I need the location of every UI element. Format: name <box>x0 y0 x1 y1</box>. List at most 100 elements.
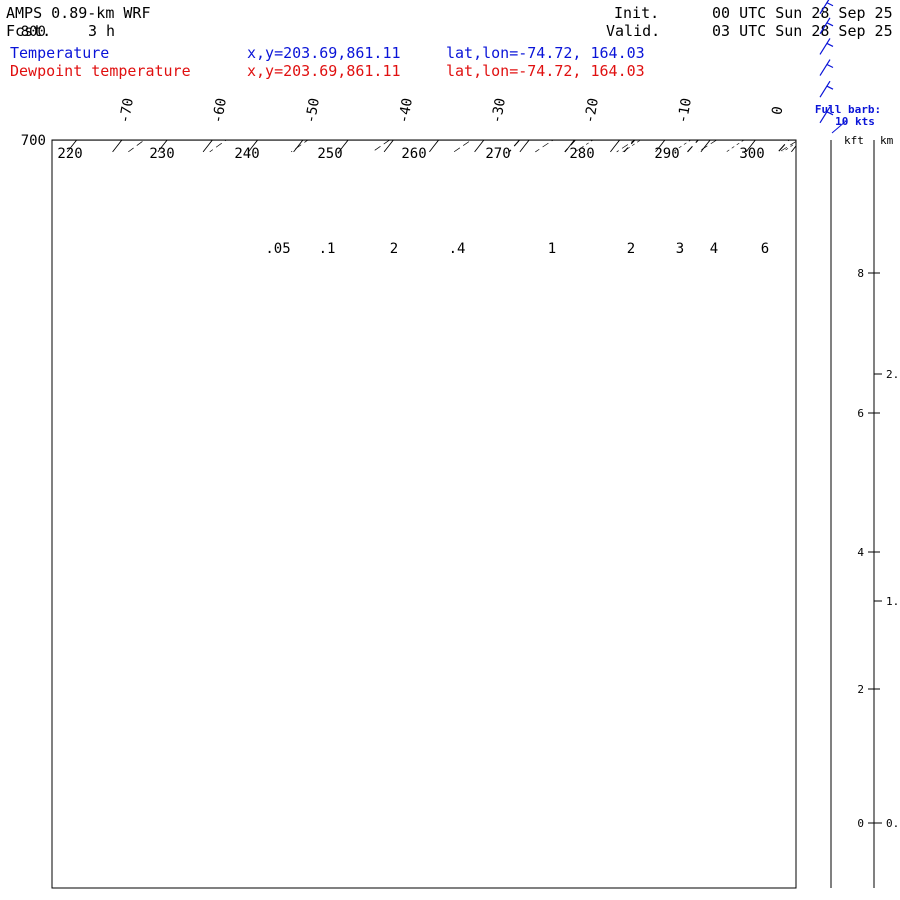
wind-barb-half <box>826 63 834 69</box>
dry-adiabat-line <box>128 140 145 153</box>
isotherm-line <box>248 140 259 153</box>
km-tick-label: 2. <box>886 368 899 381</box>
plot-frame <box>51 139 797 889</box>
wind-barb <box>819 17 831 35</box>
legend-temperature-latlon: lat,lon=-74.72, 164.03 <box>446 44 645 62</box>
mixing-ratio-label: 1 <box>548 241 556 257</box>
isotherm-line <box>882 0 900 152</box>
mixing-ratio-line <box>623 140 636 153</box>
isotherm-line <box>655 140 666 153</box>
dry-adiabat-line <box>861 0 900 152</box>
mixing-ratio-line <box>853 0 900 152</box>
isotherm-line <box>429 140 440 153</box>
header: AMPS 0.89-km WRF Fcst. 3 h Init. 00 UTC … <box>0 0 900 80</box>
init-value: 00 UTC Sun 28 Sep 25 <box>712 4 893 22</box>
moist-adiabat-line <box>574 140 594 153</box>
isotherm-line <box>700 140 711 153</box>
temperature-tick-label: -60 <box>210 97 230 125</box>
mixing-ratio-label: 2 <box>627 241 635 257</box>
wind-barb-half <box>826 85 834 90</box>
dry-adiabat-line <box>779 141 796 153</box>
theta-label: 280 <box>569 146 594 162</box>
theta-label: 240 <box>234 146 259 162</box>
wind-barb <box>819 106 831 124</box>
moist-adiabat-line <box>622 140 642 153</box>
theta-label: 250 <box>317 146 342 162</box>
moist-adiabat-line <box>842 0 900 152</box>
dry-adiabat-line <box>209 140 227 153</box>
dry-adiabat-line <box>453 140 473 153</box>
wind-barb <box>819 80 831 98</box>
isotherm-line <box>383 140 394 153</box>
mixing-ratio-line <box>687 140 699 153</box>
kft-axis-label: kft <box>844 134 864 147</box>
legend-temperature-xy: x,y=203.69,861.11 <box>247 44 401 62</box>
isotherm-line <box>112 140 123 153</box>
mixing-ratio-line <box>777 140 790 153</box>
fcst-label: Fcst. <box>6 22 52 40</box>
theta-label: 220 <box>57 146 82 162</box>
temperature-tick-label: -30 <box>489 97 509 125</box>
km-axis-label: km <box>880 134 894 147</box>
kft-tick-label: 8 <box>857 267 864 280</box>
km-tick-label: 1. <box>886 595 899 608</box>
legend-dewpoint-latlon: lat,lon=-74.72, 164.03 <box>446 62 645 80</box>
legend-temperature-name: Temperature <box>10 44 110 62</box>
theta-label: 270 <box>485 146 510 162</box>
theta-label: 290 <box>654 146 679 162</box>
isotherm-line <box>157 140 168 153</box>
wind-barb-half <box>826 2 834 7</box>
mixing-ratio-line <box>508 140 521 153</box>
wind-barb <box>819 0 830 15</box>
temperature-tick-label: -20 <box>582 97 602 125</box>
temperature-tick-label: -70 <box>117 97 137 125</box>
mixing-ratio-label: .05 <box>265 241 290 257</box>
isotherm-line <box>745 140 756 153</box>
mixing-ratio-label: 3 <box>676 241 684 257</box>
km-tick-label: 0. <box>886 817 899 830</box>
mixing-ratio-label: .1 <box>319 241 336 257</box>
dry-adiabat-line <box>697 140 718 153</box>
legend-dewpoint-xy: x,y=203.69,861.11 <box>247 62 401 80</box>
wind-barb-half <box>826 42 834 47</box>
wind-key-title: Full barb: <box>815 103 881 116</box>
isotherm-line <box>519 140 530 153</box>
wind-barb <box>819 59 831 76</box>
temperature-tick-label: -10 <box>675 97 695 125</box>
legend-dewpoint-name: Dewpoint temperature <box>10 62 191 80</box>
isotherm-line <box>564 140 575 153</box>
temperature-tick-label: -40 <box>396 97 416 125</box>
temperature-tick-label: -50 <box>303 97 323 125</box>
mixing-ratio-label: 2 <box>390 241 398 257</box>
isotherm-line <box>67 140 78 153</box>
moist-adiabat-line <box>782 142 796 153</box>
theta-label: 300 <box>739 146 764 162</box>
wind-key-value: 10 kts <box>835 115 875 128</box>
dry-adiabat-line <box>372 140 391 153</box>
dry-adiabat-line <box>616 140 636 153</box>
wind-key-barb <box>831 120 847 134</box>
kft-tick-label: 4 <box>857 546 864 559</box>
kft-tick-label: 6 <box>857 407 864 420</box>
moist-adiabat-line <box>672 140 692 153</box>
isotherm-line <box>202 140 213 153</box>
dry-adiabat-line <box>535 140 554 153</box>
isotherm-line <box>610 140 621 153</box>
isotherm-line <box>338 140 349 153</box>
isotherm-line <box>837 0 900 152</box>
theta-label: 230 <box>149 146 174 162</box>
pressure-tick-label: 700 <box>21 133 46 149</box>
model-title: AMPS 0.89-km WRF <box>6 4 151 22</box>
isotherm-line <box>791 145 796 153</box>
mixing-ratio-line <box>564 140 577 153</box>
mixing-ratio-label: 4 <box>710 241 718 257</box>
isotherm-line <box>474 140 485 153</box>
wind-barb <box>819 38 831 55</box>
theta-label: 260 <box>401 146 426 162</box>
init-label: Init. <box>614 4 660 22</box>
dry-adiabat-line <box>290 140 309 153</box>
wind-barb-half <box>826 111 834 116</box>
temperature-tick-label: 0 <box>769 105 786 116</box>
isotherm-line <box>293 140 304 153</box>
kft-tick-label: 0 <box>857 817 864 830</box>
